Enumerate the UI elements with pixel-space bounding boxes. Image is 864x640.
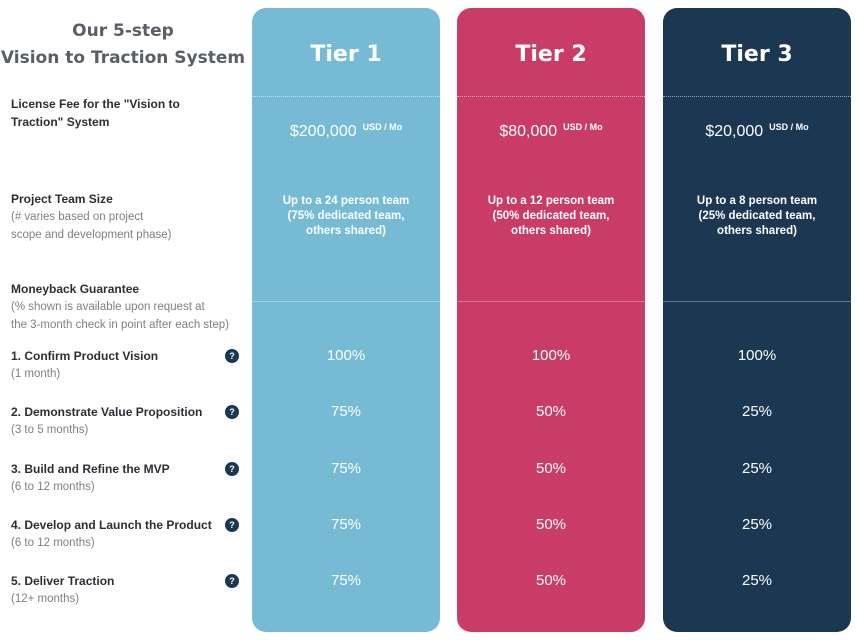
- moneyback-percent: 50%: [535, 403, 567, 420]
- question-circle-icon[interactable]: ?: [225, 405, 239, 419]
- step-label: 2. Demonstrate Value Proposition (3 to 5 …: [11, 405, 203, 436]
- moneyback-percent: 75%: [330, 403, 362, 420]
- moneyback-percent: 50%: [535, 572, 567, 589]
- step-label: 3. Build and Refine the MVP (6 to 12 mont…: [11, 462, 170, 493]
- moneyback-percent: 100%: [531, 347, 571, 364]
- step-label: 4. Develop and Launch the Product (6 to 1…: [11, 518, 212, 549]
- tier-name: Tier 3: [721, 42, 793, 67]
- tier-team-size: Up to a 8 person team (25% dedicated tea…: [696, 195, 818, 237]
- moneyback-percent: 100%: [737, 347, 777, 364]
- team-size-label: Project Team Size (# varies based on pro…: [11, 192, 172, 241]
- tier-name: Tier 1: [310, 42, 382, 67]
- license-fee-label: License Fee for the "Vision to Traction"…: [11, 97, 180, 129]
- moneyback-percent: 25%: [741, 572, 773, 589]
- question-circle-icon[interactable]: ?: [225, 462, 239, 476]
- tier-fee: $80,000 USD / Mo: [499, 122, 603, 140]
- tier-column: Tier 2 $80,000 USD / Mo Up to a 12 person…: [457, 8, 645, 632]
- title-line-2: Vision to Traction System: [0, 48, 246, 68]
- tier-team-size: Up to a 24 person team (75% dedicated te…: [282, 195, 410, 237]
- tier-team-size: Up to a 12 person team (50% dedicated te…: [487, 195, 615, 237]
- page-title: Our 5-step Vision to Traction System: [0, 18, 246, 72]
- moneyback-percent: 25%: [741, 516, 773, 533]
- moneyback-percent: 75%: [330, 516, 362, 533]
- title-line-1: Our 5-step: [72, 21, 174, 41]
- question-circle-icon[interactable]: ?: [225, 349, 239, 363]
- moneyback-percent: 25%: [741, 460, 773, 477]
- divider: [457, 301, 645, 302]
- question-circle-icon[interactable]: ?: [225, 518, 239, 532]
- divider: [663, 301, 851, 302]
- tier-fee: $20,000 USD / Mo: [705, 122, 809, 140]
- divider: [663, 96, 851, 97]
- tier-column: Tier 1 $200,000 USD / Mo Up to a 24 perso…: [252, 8, 440, 632]
- moneyback-percent: 25%: [741, 403, 773, 420]
- tier-name: Tier 2: [515, 42, 587, 67]
- moneyback-percent: 75%: [330, 572, 362, 589]
- divider: [252, 301, 440, 302]
- moneyback-percent: 50%: [535, 460, 567, 477]
- moneyback-percent: 100%: [326, 347, 366, 364]
- step-label: 1. Confirm Product Vision (1 month): [11, 349, 159, 380]
- divider: [252, 96, 440, 97]
- moneyback-percent: 50%: [535, 516, 567, 533]
- moneyback-label: Moneyback Guarantee (% shown is availabl…: [11, 282, 229, 331]
- divider: [457, 96, 645, 97]
- question-circle-icon[interactable]: ?: [225, 574, 239, 588]
- tier-column: Tier 3 $20,000 USD / Mo Up to a 8 person …: [663, 8, 851, 632]
- tier-fee: $200,000 USD / Mo: [289, 122, 403, 140]
- step-label: 5. Deliver Traction (12+ months): [11, 574, 115, 605]
- moneyback-percent: 75%: [330, 460, 362, 477]
